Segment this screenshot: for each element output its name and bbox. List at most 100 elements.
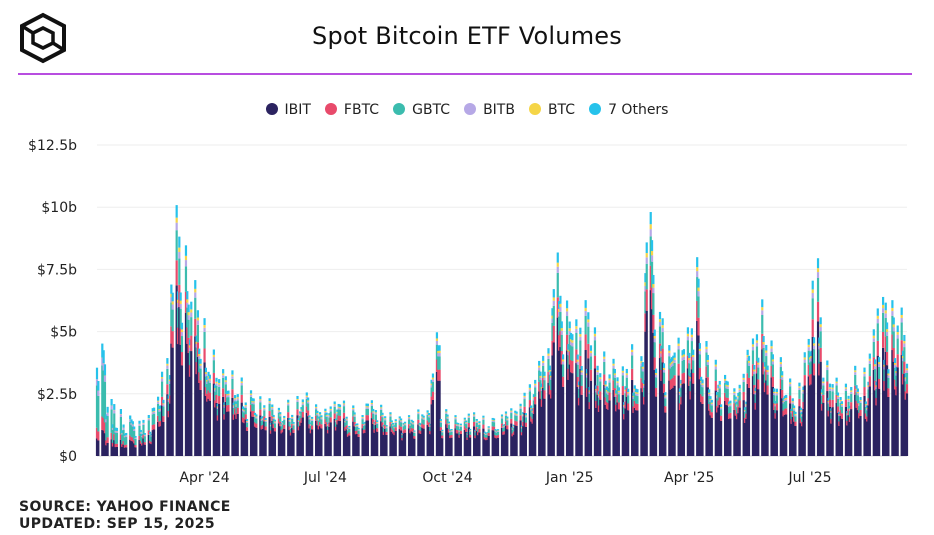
bar-segment-ibit	[329, 422, 332, 456]
bar-segment-ibit	[398, 429, 401, 456]
bar-segment-gbtc	[717, 391, 720, 401]
bar-segment-gbtc	[690, 341, 693, 357]
bar-segment-btc	[774, 403, 777, 405]
bar-segment-btc	[726, 385, 729, 387]
bar-segment-btc	[196, 317, 200, 321]
bar-segment-bitb	[607, 392, 610, 395]
bar-segment-bitb	[455, 424, 458, 426]
bar-segment-gbtc	[171, 309, 174, 332]
bar-segment-ibit	[668, 380, 671, 456]
bar-segment-bitb	[855, 390, 858, 393]
bar-segment-ibit	[567, 379, 570, 456]
bar-segment-gbtc	[133, 431, 136, 441]
bar-segment-gbtc	[223, 407, 226, 415]
bar-segment-ibit	[690, 369, 693, 456]
bar-segment-ibit	[807, 376, 810, 456]
bar-segment-7-others	[830, 408, 833, 411]
bar-segment-btc	[467, 415, 470, 417]
bar-segment-ibit	[259, 415, 262, 456]
bar-segment-fbtc	[449, 435, 452, 439]
bar-segment-btc	[816, 268, 820, 273]
bar-segment-ibit	[487, 435, 490, 456]
bar-segment-btc	[820, 392, 824, 394]
bar-segment-btc	[292, 423, 295, 425]
bar-segment-fbtc	[895, 386, 898, 396]
bar-segment-7-others	[846, 411, 849, 414]
bar-segment-bitb	[613, 375, 616, 378]
bar-segment-fbtc	[491, 426, 494, 431]
bar-segment-btc	[186, 299, 189, 303]
bar-segment-7-others	[373, 421, 376, 424]
bar-segment-7-others	[393, 425, 396, 427]
bar-segment-bitb	[735, 405, 739, 408]
bar-segment-7-others	[231, 370, 234, 375]
bar-segment-ibit	[301, 417, 304, 456]
bar-segment-7-others	[826, 360, 829, 366]
bar-segment-bitb	[754, 392, 757, 395]
bar-segment-bitb	[621, 372, 624, 376]
bar-segment-ibit	[125, 447, 128, 456]
bar-segment-ibit	[455, 433, 458, 456]
bar-segment-bitb	[277, 411, 281, 413]
bar-segment-7-others	[427, 412, 431, 416]
bar-segment-7-others	[114, 427, 117, 431]
bar-segment-ibit	[251, 416, 254, 456]
bar-segment-7-others	[524, 413, 528, 416]
bar-segment-bitb	[474, 431, 477, 433]
bar-segment-btc	[431, 377, 435, 380]
bar-segment-fbtc	[844, 399, 848, 407]
bar-segment-fbtc	[807, 364, 810, 377]
bar-segment-gbtc	[779, 367, 782, 379]
bar-segment-7-others	[642, 380, 646, 384]
bar-segment-fbtc	[836, 406, 840, 413]
bar-segment-bitb	[166, 365, 169, 369]
bar-segment-fbtc	[314, 415, 318, 421]
bar-segment-fbtc	[382, 431, 385, 435]
bar-segment-bitb	[167, 399, 170, 402]
bar-segment-7-others	[686, 327, 690, 334]
bar-segment-btc	[678, 391, 682, 394]
bar-segment-fbtc	[296, 409, 299, 416]
bar-segment-7-others	[540, 383, 543, 388]
bar-segment-gbtc	[515, 416, 518, 422]
bar-segment-bitb	[142, 423, 145, 425]
bar-segment-7-others	[454, 415, 457, 418]
bar-segment-bitb	[766, 371, 769, 375]
bar-segment-fbtc	[872, 357, 875, 370]
bar-segment-fbtc	[380, 416, 383, 422]
bar-segment-ibit	[280, 433, 283, 456]
bar-segment-fbtc	[568, 351, 571, 365]
bar-segment-gbtc	[579, 340, 582, 356]
bar-segment-7-others	[429, 423, 432, 426]
bar-segment-7-others	[636, 389, 639, 393]
bar-segment-gbtc	[119, 416, 123, 435]
bar-segment-7-others	[623, 402, 626, 405]
bar-segment-btc	[836, 395, 840, 397]
bar-segment-7-others	[709, 396, 712, 400]
bar-segment-fbtc	[551, 340, 554, 356]
bar-segment-fbtc	[524, 422, 528, 427]
bar-segment-7-others	[550, 371, 553, 376]
bar-segment-bitb	[244, 406, 247, 408]
bar-segment-bitb	[253, 415, 257, 418]
bar-segment-bitb	[575, 328, 578, 333]
bar-segment-fbtc	[413, 436, 416, 439]
bar-segment-fbtc	[709, 409, 712, 416]
bar-segment-7-others	[374, 410, 377, 413]
bar-segment-ibit	[705, 377, 708, 456]
bar-segment-ibit	[147, 434, 150, 456]
bar-segment-bitb	[903, 343, 906, 348]
bar-segment-bitb	[429, 426, 432, 428]
bar-segment-gbtc	[661, 332, 664, 349]
bar-segment-btc	[376, 422, 379, 423]
bar-segment-ibit	[364, 432, 367, 456]
bar-segment-bitb	[847, 400, 850, 402]
bar-segment-ibit	[855, 407, 858, 456]
bar-segment-fbtc	[176, 327, 180, 345]
bar-segment-gbtc	[896, 338, 899, 355]
bar-segment-ibit	[603, 384, 606, 456]
bar-segment-7-others	[380, 404, 383, 408]
bar-segment-gbtc	[571, 346, 574, 361]
bar-segment-gbtc	[483, 434, 486, 438]
bar-segment-bitb	[547, 355, 550, 359]
